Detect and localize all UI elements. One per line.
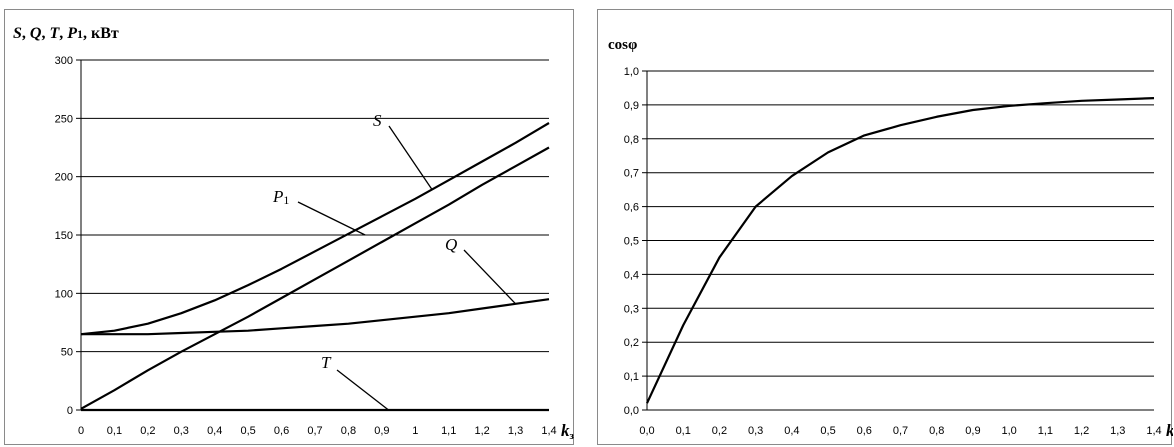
x-tick-label: 0,4 bbox=[784, 425, 799, 437]
y-tick-label: 1,0 bbox=[624, 66, 639, 78]
y-tick-label: 0,3 bbox=[624, 303, 639, 315]
x-tick-label: 0,5 bbox=[820, 425, 835, 437]
y-tick-label: 0,2 bbox=[624, 337, 639, 349]
x-tick-label: 0,7 bbox=[893, 425, 908, 437]
x-tick-label: 0,8 bbox=[341, 425, 356, 437]
series-label-q: Q bbox=[445, 235, 457, 254]
y-tick-label: 0,6 bbox=[624, 202, 639, 214]
series-line-s bbox=[80, 122, 550, 336]
y-tick-label: 0,8 bbox=[624, 134, 639, 146]
chart-left-svg: 0 50 100 150 200 250 300 0 0,1 0,2 0,3 0,4 0,5 0,6 0,7… bbox=[13, 25, 575, 442]
x-tick-label: 0,1 bbox=[676, 425, 691, 437]
x-tick-label: 1,2 bbox=[474, 425, 489, 437]
y-tick-label: 0,4 bbox=[624, 269, 639, 281]
x-tick-label: 0,8 bbox=[929, 425, 944, 437]
x-tick-label: 0,2 bbox=[140, 425, 155, 437]
x-tick-label: 1,1 bbox=[1038, 425, 1053, 437]
x-tick-label: 0,9 bbox=[374, 425, 389, 437]
leader-line-q bbox=[463, 249, 517, 305]
x-tick-label: 0,9 bbox=[965, 425, 980, 437]
x-tick-label: 0,0 bbox=[639, 425, 654, 437]
x-tick-label: 0,7 bbox=[307, 425, 322, 437]
y-tick-label: 0,5 bbox=[624, 236, 639, 248]
y-tick-label: 100 bbox=[55, 288, 73, 300]
chart-right-panel: 0,0 0,1 0,2 0,3 0,4 0,5 0,6 0,7 0,8 0,9 1,0 0,0 0,1 0… bbox=[597, 9, 1173, 445]
x-tick-label: 1,3 bbox=[508, 425, 523, 437]
x-tick-label: 0,3 bbox=[748, 425, 763, 437]
y-tick-label: 0 bbox=[67, 405, 73, 417]
series-line-cosphi bbox=[646, 97, 1155, 404]
x-axis-label: kз bbox=[1166, 421, 1173, 442]
y-tick-label: 200 bbox=[55, 172, 73, 184]
y-tick-label: 300 bbox=[55, 55, 73, 67]
leader-line-t bbox=[336, 369, 389, 411]
x-tick-label: 1,3 bbox=[1110, 425, 1125, 437]
x-tick-label: 0 bbox=[78, 425, 84, 437]
x-tick-label: 0,6 bbox=[857, 425, 872, 437]
chart-right-svg: 0,0 0,1 0,2 0,3 0,4 0,5 0,6 0,7 0,8 0,9 1,0 0,0 0,1 0… bbox=[608, 37, 1173, 442]
series-label-t: T bbox=[321, 353, 332, 372]
chart-left-panel: 0 50 100 150 200 250 300 0 0,1 0,2 0,3 0,4 0,5 0,6 0,7… bbox=[4, 9, 575, 445]
x-tick-label: 0,6 bbox=[274, 425, 289, 437]
x-tick-label: 1,2 bbox=[1074, 425, 1089, 437]
x-tick-label: 1,1 bbox=[441, 425, 456, 437]
y-tick-label: 250 bbox=[55, 113, 73, 125]
x-tick-label: 0,5 bbox=[240, 425, 255, 437]
y-tick-label: 0,0 bbox=[624, 405, 639, 417]
y-tick-label: 0,7 bbox=[624, 168, 639, 180]
x-tick-label: 1,0 bbox=[1001, 425, 1016, 437]
chart-title: cosφ bbox=[608, 37, 637, 53]
x-tick-label: 1 bbox=[412, 425, 418, 437]
y-tick-label: 50 bbox=[61, 347, 73, 359]
y-tick-label: 150 bbox=[55, 230, 73, 242]
series-line-p1 bbox=[80, 146, 550, 410]
x-tick-label: 0,4 bbox=[207, 425, 222, 437]
leader-line-s bbox=[388, 125, 433, 190]
chart-title: S, Q, T, P1, кВт bbox=[13, 25, 119, 42]
y-tick-label: 0,1 bbox=[624, 371, 639, 383]
x-tick-label: 1,4 bbox=[541, 425, 556, 437]
x-tick-label: 0,1 bbox=[107, 425, 122, 437]
x-tick-label: 0,2 bbox=[712, 425, 727, 437]
series-label-s: S bbox=[373, 111, 382, 130]
series-line-q bbox=[81, 298, 550, 336]
leader-line-p1 bbox=[297, 201, 366, 236]
series-label-p1: P1 bbox=[272, 187, 289, 207]
x-tick-label: 1,4 bbox=[1146, 425, 1161, 437]
x-tick-label: 0,3 bbox=[174, 425, 189, 437]
y-tick-label: 0,9 bbox=[624, 100, 639, 112]
x-axis-label: kз bbox=[561, 421, 575, 442]
